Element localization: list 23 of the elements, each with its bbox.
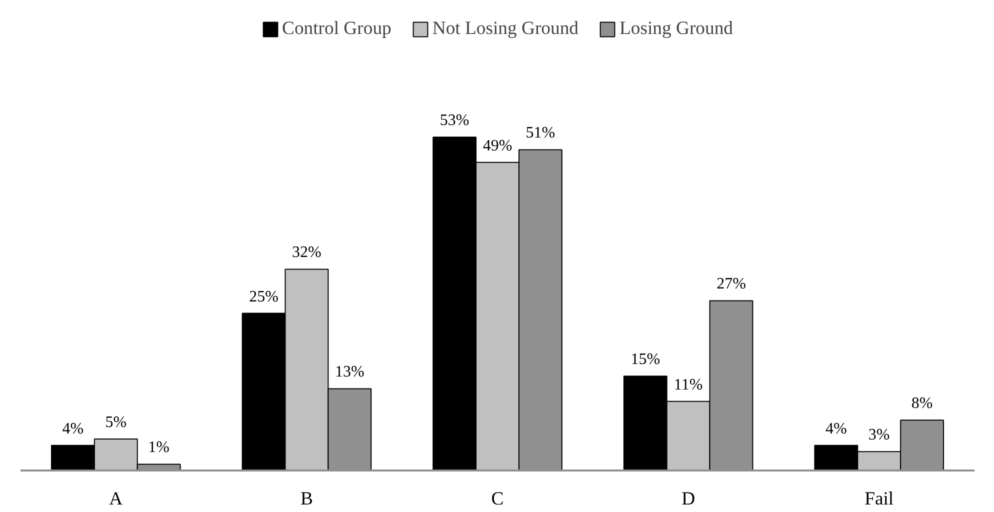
- legend-label: Losing Ground: [619, 18, 733, 40]
- data-label: 15%: [630, 351, 660, 368]
- data-label: 8%: [911, 395, 933, 412]
- data-label: 5%: [105, 414, 127, 432]
- data-label: 27%: [716, 276, 746, 293]
- x-tick-label: A: [109, 488, 124, 510]
- data-label: 13%: [334, 364, 364, 381]
- data-label: 4%: [826, 420, 847, 438]
- data-label: 25%: [249, 288, 278, 306]
- legend-label: Control Group: [282, 18, 392, 40]
- x-tick-label: Fail: [864, 488, 894, 510]
- data-label: 11%: [674, 376, 703, 394]
- data-label: 53%: [440, 112, 470, 130]
- x-tick-label: C: [491, 488, 504, 510]
- x-tick-label: D: [682, 488, 696, 510]
- data-label: 32%: [292, 244, 322, 262]
- legend-label: Not Losing Ground: [432, 18, 578, 40]
- data-label: 49%: [482, 137, 512, 154]
- data-label: 1%: [148, 439, 170, 456]
- data-label: 4%: [62, 420, 84, 438]
- data-label: 3%: [868, 426, 890, 444]
- x-tick-label: B: [300, 488, 313, 510]
- data-label: 51%: [526, 124, 556, 142]
